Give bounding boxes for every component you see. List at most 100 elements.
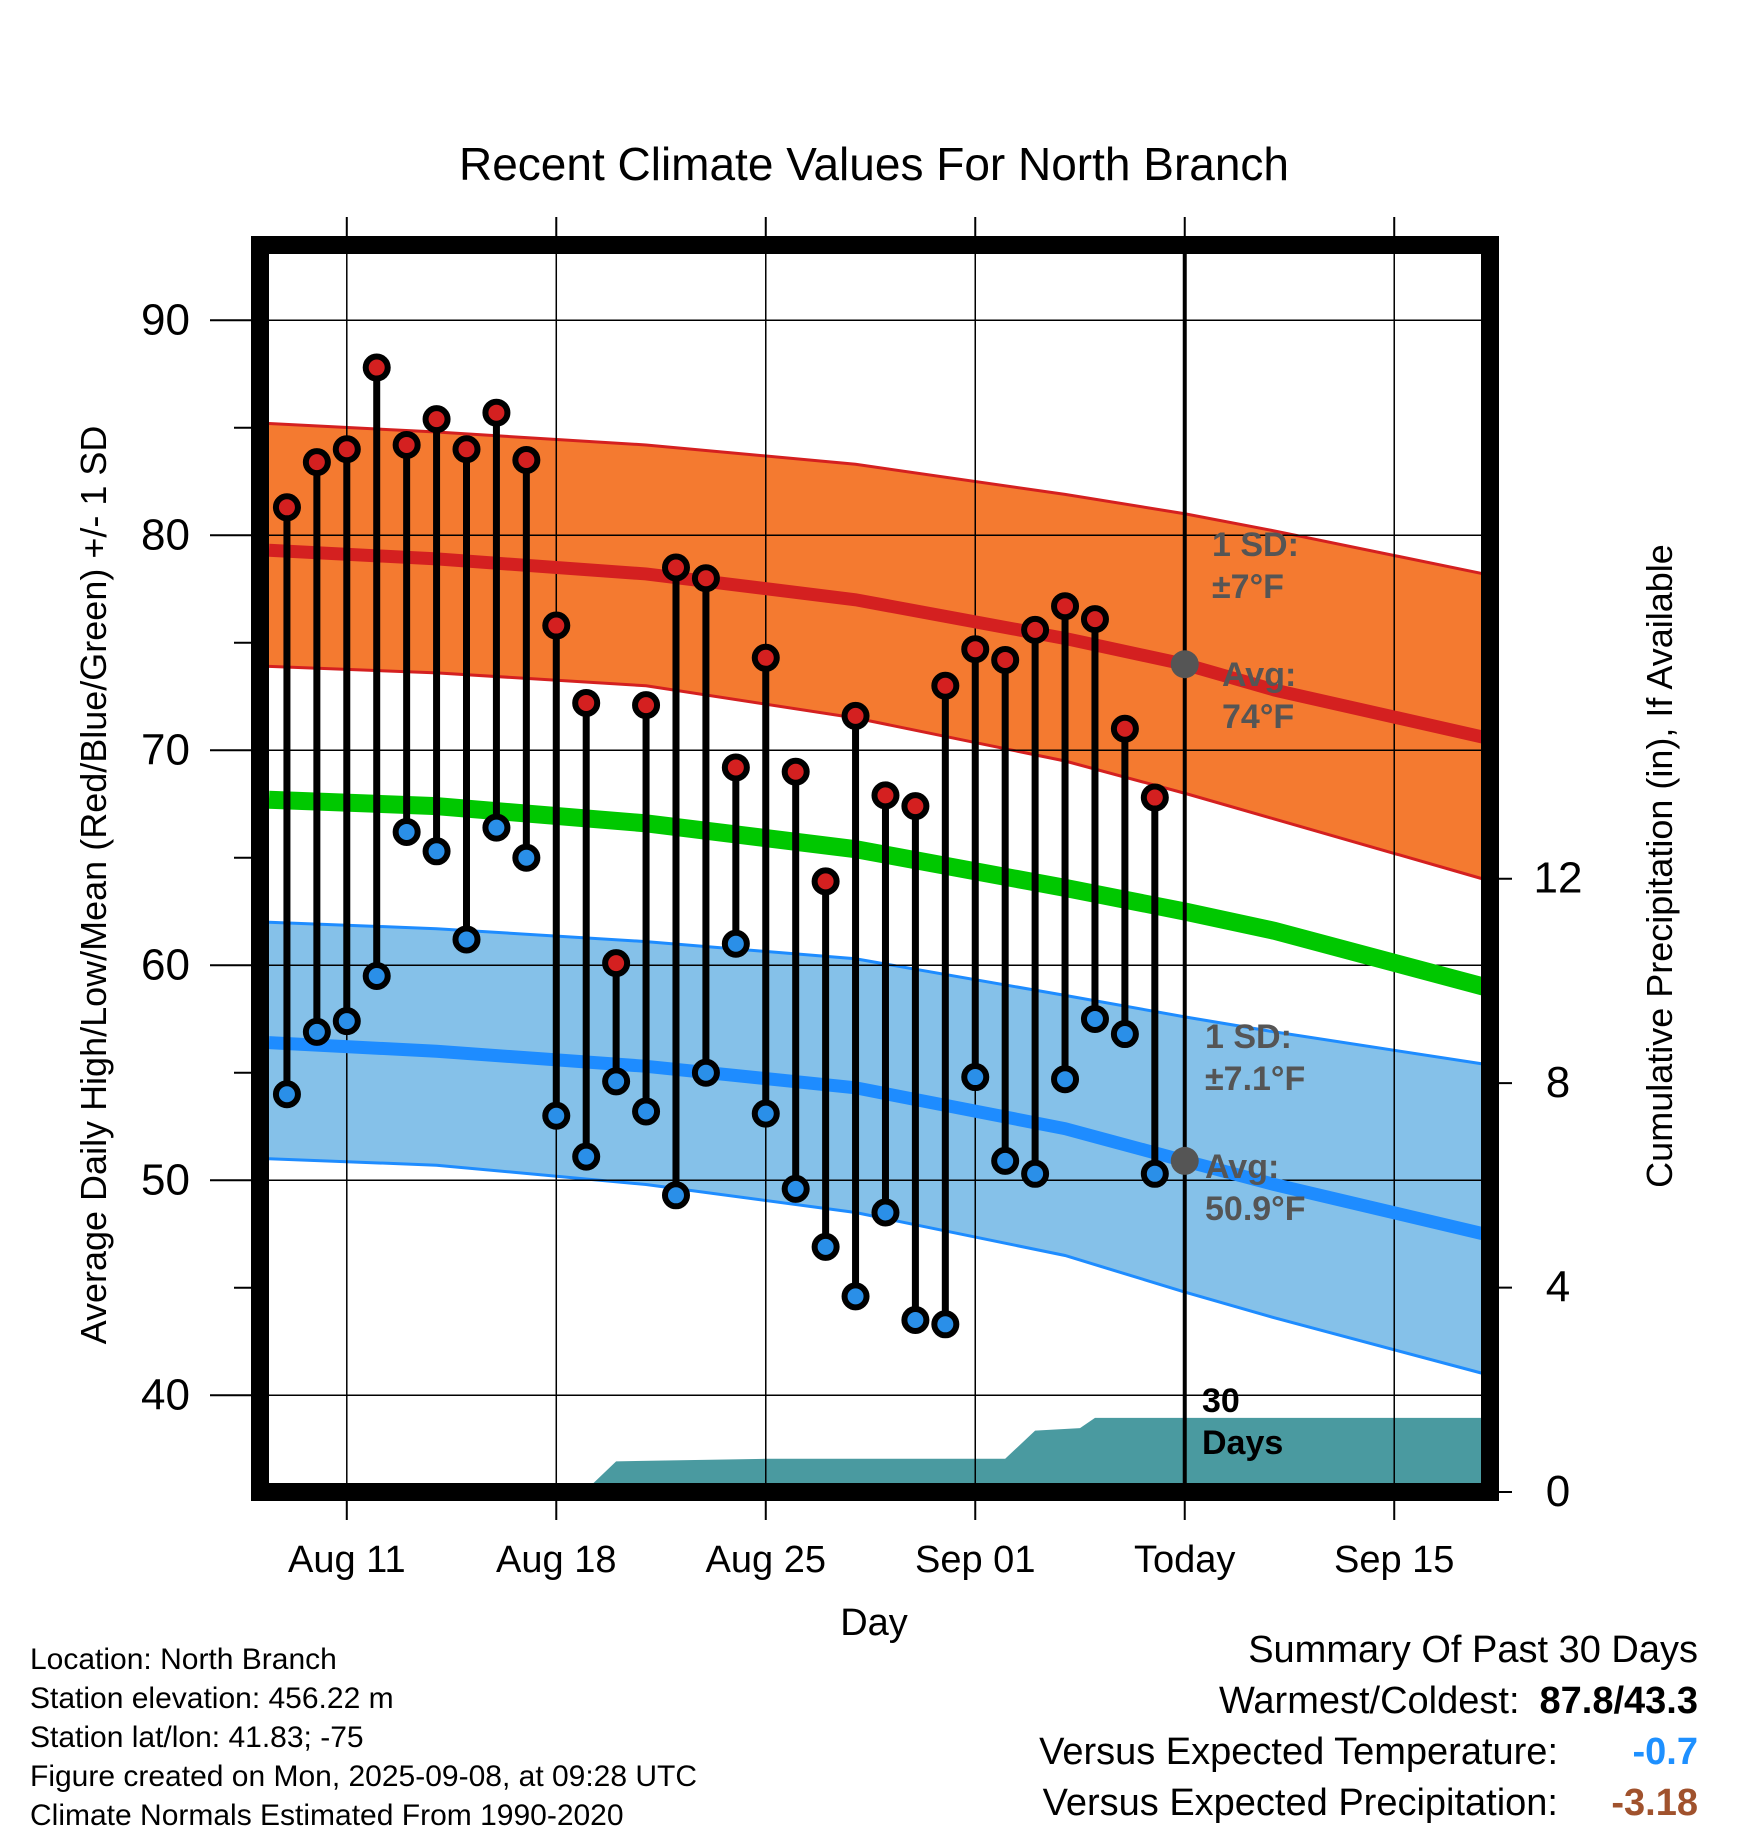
high-point	[362, 353, 391, 382]
today-low-avg-marker	[1170, 1146, 1199, 1175]
precip-area	[268, 1417, 1485, 1492]
low-point	[781, 1174, 810, 1203]
low-point	[1051, 1065, 1080, 1094]
y-tick-label: 90	[141, 295, 190, 344]
today-high-avg-marker	[1170, 650, 1199, 679]
high-point	[991, 645, 1020, 674]
high-point	[661, 553, 690, 582]
low-point	[542, 1101, 571, 1130]
days-count-label: 30	[1202, 1382, 1240, 1420]
high-point	[841, 701, 870, 730]
location-text: Location: North Branch	[30, 1643, 337, 1676]
temp-row: Versus Expected Temperature: -0.7	[1039, 1727, 1698, 1778]
low-point	[721, 929, 750, 958]
high-point	[781, 757, 810, 786]
temp-value: -0.7	[1632, 1731, 1698, 1773]
x-tick-label: Aug 11	[288, 1539, 406, 1581]
x-tick-label: Aug 25	[706, 1539, 826, 1581]
low-point	[272, 1080, 301, 1109]
low-point	[392, 817, 421, 846]
high-sd-value: ±7°F	[1212, 568, 1284, 606]
high-point	[272, 493, 301, 522]
high-point	[422, 405, 451, 434]
y-axis-label: Average Daily High/Low/Mean (Red/Blue/Gr…	[73, 426, 114, 1345]
elevation-text: Station elevation: 456.22 m	[30, 1682, 394, 1715]
low-point	[512, 843, 541, 872]
high-point	[1080, 605, 1109, 634]
high-point	[572, 688, 601, 717]
prcp-value: -3.18	[1611, 1782, 1698, 1824]
plot-content: 1 SD: ±7°F Avg: 74°F 1 SD: ±7.1°F Avg: 50.9°F 30…	[260, 245, 1490, 1492]
low-normal-line	[268, 1036, 1486, 1241]
low-avg-value: 50.9°F	[1205, 1190, 1306, 1228]
low-sd-band-lower-edge	[268, 1157, 1485, 1376]
plot-area: 1 SD: ±7°F Avg: 74°F 1 SD: ±7.1°F Avg: 50.9°F 30…	[141, 217, 1582, 1581]
high-avg-value: 74°F	[1222, 698, 1294, 736]
high-point	[482, 398, 511, 427]
high-point	[871, 781, 900, 810]
low-point	[572, 1142, 601, 1171]
days-unit-label: Days	[1202, 1424, 1283, 1462]
low-point	[811, 1232, 840, 1261]
low-point	[332, 1007, 361, 1036]
mean-normal-line	[268, 790, 1487, 996]
latlon-text: Station lat/lon: 41.83; -75	[30, 1721, 364, 1754]
low-point	[901, 1306, 930, 1334]
low-point	[1080, 1005, 1109, 1033]
low-point	[691, 1058, 720, 1087]
low-point	[1110, 1020, 1139, 1049]
y2-tick-label: 8	[1546, 1058, 1570, 1107]
low-point	[362, 962, 391, 990]
high-point	[1110, 714, 1139, 743]
low-point	[931, 1310, 960, 1339]
high-point	[961, 635, 990, 664]
low-point	[422, 837, 451, 866]
high-point	[302, 448, 331, 477]
low-point	[961, 1063, 990, 1092]
prcp-row: Versus Expected Precipitation: -3.18	[1039, 1778, 1698, 1829]
low-point	[482, 813, 511, 842]
high-sd-label: 1 SD:	[1212, 526, 1299, 564]
temp-label: Versus Expected Temperature:	[1039, 1731, 1558, 1773]
plot-frame	[251, 236, 1499, 1501]
high-point	[392, 430, 421, 459]
low-point	[1021, 1159, 1050, 1188]
high-point	[751, 643, 780, 672]
created-text: Figure created on Mon, 2025-09-08, at 09…	[30, 1760, 698, 1793]
normals-text: Climate Normals Estimated From 1990-2020	[30, 1799, 624, 1832]
high-point	[691, 564, 720, 593]
y-tick-label: 70	[141, 725, 190, 774]
low-point	[632, 1097, 661, 1126]
high-point	[721, 753, 750, 782]
high-point	[1140, 783, 1169, 812]
low-point	[452, 925, 481, 954]
warm-cold-value: 87.8/43.3	[1539, 1680, 1698, 1722]
y-tick-label: 40	[141, 1370, 190, 1419]
high-point	[1051, 592, 1080, 621]
high-avg-label: Avg:	[1222, 656, 1296, 694]
station-info: Location: North Branch Station elevation…	[30, 1640, 697, 1835]
warm-cold-label: Warmest/Coldest:	[1218, 1680, 1520, 1722]
high-point	[542, 611, 571, 640]
chart-title: Recent Climate Values For North Branch	[459, 138, 1289, 190]
high-point	[632, 691, 661, 720]
high-point	[931, 671, 960, 700]
high-sd-band-lower-edge	[268, 664, 1485, 881]
high-normal-line	[268, 543, 1486, 744]
low-point	[751, 1099, 780, 1128]
low-point	[841, 1282, 870, 1311]
y2-axis-label: Cumulative Precipitation (in), If Availa…	[1639, 544, 1680, 1188]
high-point	[602, 949, 631, 978]
x-axis-label: Day	[840, 1602, 908, 1644]
low-point	[302, 1017, 331, 1046]
high-point	[452, 435, 481, 464]
low-point	[871, 1198, 900, 1227]
high-point	[1021, 615, 1050, 644]
low-sd-band	[268, 922, 1485, 1374]
high-point	[332, 435, 361, 464]
low-point	[602, 1067, 631, 1096]
x-tick-label: Sep 01	[915, 1539, 1035, 1581]
x-tick-label: Sep 15	[1334, 1539, 1454, 1581]
x-tick-label: Today	[1134, 1539, 1235, 1581]
